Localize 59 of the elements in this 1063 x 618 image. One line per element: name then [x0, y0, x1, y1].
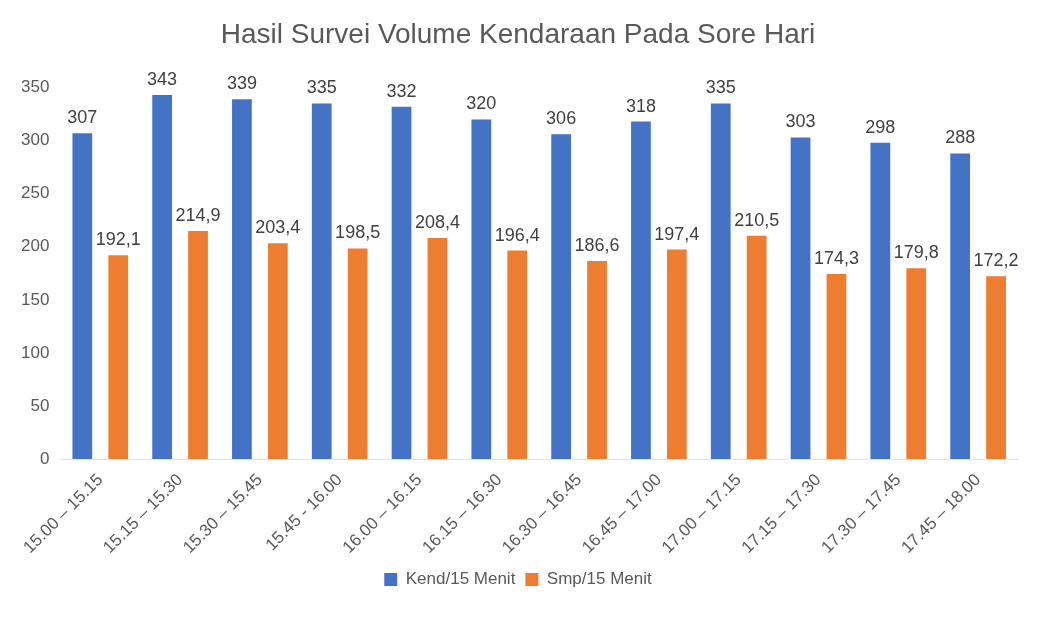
bar — [587, 261, 607, 460]
bar — [471, 119, 492, 460]
legend-label: Smp/15 Menit — [546, 569, 653, 589]
bar — [870, 142, 891, 460]
data-label: 186,6 — [574, 234, 620, 255]
bar — [710, 103, 731, 460]
data-label: 214,9 — [175, 204, 221, 225]
bar — [108, 255, 129, 460]
data-label: 335 — [705, 77, 736, 98]
bar — [986, 276, 1006, 460]
data-label: 343 — [147, 69, 178, 89]
y-tick-label: 0 — [39, 448, 50, 468]
data-label: 320 — [466, 93, 497, 114]
bar — [950, 153, 971, 460]
bar — [631, 121, 651, 460]
data-label: 192,1 — [95, 229, 141, 250]
data-label: 210,5 — [734, 209, 780, 230]
bar — [906, 268, 927, 460]
data-label: 208,4 — [414, 211, 460, 232]
y-tick-label: 350 — [20, 77, 50, 97]
data-label: 339 — [226, 73, 257, 94]
bar — [826, 274, 847, 460]
y-tick-label: 150 — [20, 289, 50, 309]
bar — [72, 133, 93, 460]
bar — [746, 235, 767, 460]
data-label: 288 — [945, 127, 976, 148]
y-tick-label: 50 — [30, 395, 50, 415]
bar — [347, 248, 368, 460]
bar — [391, 106, 412, 460]
bar — [232, 99, 252, 460]
data-label: 198,5 — [335, 222, 381, 243]
legend-label: Kend/15 Menit — [405, 569, 516, 589]
bar — [666, 249, 687, 460]
bar — [551, 134, 571, 460]
data-label: 172,2 — [973, 250, 1019, 271]
y-tick-label: 250 — [20, 183, 50, 203]
data-label: 318 — [625, 95, 656, 116]
y-tick-label: 300 — [20, 130, 50, 150]
data-label: 196,4 — [494, 224, 540, 245]
data-label: 332 — [386, 80, 417, 101]
data-label: 335 — [306, 77, 337, 98]
data-label: 303 — [785, 111, 816, 132]
data-label: 203,4 — [255, 217, 301, 238]
data-label: 298 — [865, 116, 896, 137]
data-label: 174,3 — [813, 248, 859, 269]
data-label: 307 — [67, 107, 98, 128]
bar — [507, 250, 528, 460]
y-tick-label: 200 — [20, 236, 50, 256]
y-tick-label: 100 — [20, 342, 50, 362]
bar — [790, 137, 811, 460]
data-label: 197,4 — [654, 223, 700, 244]
data-label: 306 — [546, 108, 577, 129]
bar — [267, 243, 288, 460]
data-label: 179,8 — [893, 242, 939, 263]
bar — [311, 103, 332, 460]
bar — [188, 230, 208, 460]
chart-title: Hasil Survei Volume Kendaraan Pada Sore Hari — [220, 17, 816, 49]
bar — [152, 95, 172, 460]
bar — [427, 237, 448, 460]
